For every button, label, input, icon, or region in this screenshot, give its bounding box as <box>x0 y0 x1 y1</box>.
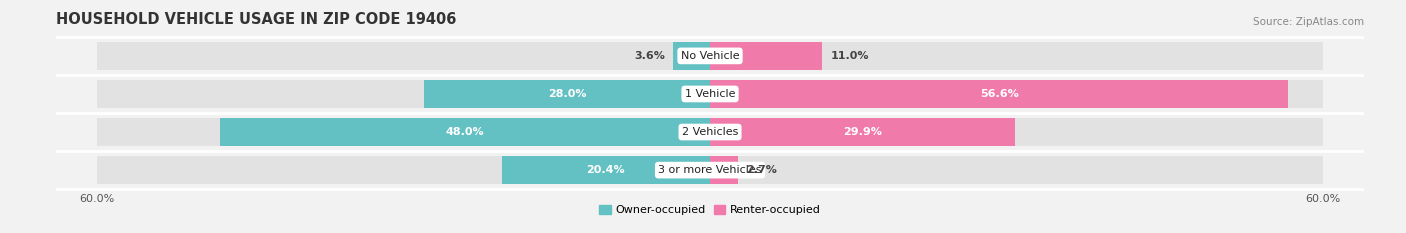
Text: No Vehicle: No Vehicle <box>681 51 740 61</box>
Legend: Owner-occupied, Renter-occupied: Owner-occupied, Renter-occupied <box>595 201 825 220</box>
Bar <box>502 156 710 184</box>
Bar <box>97 80 1323 108</box>
Bar <box>673 42 710 70</box>
Text: 2 Vehicles: 2 Vehicles <box>682 127 738 137</box>
Bar <box>97 156 1323 184</box>
Text: 1 Vehicle: 1 Vehicle <box>685 89 735 99</box>
Text: 2.7%: 2.7% <box>745 165 776 175</box>
Text: HOUSEHOLD VEHICLE USAGE IN ZIP CODE 19406: HOUSEHOLD VEHICLE USAGE IN ZIP CODE 1940… <box>56 12 457 27</box>
Bar <box>710 42 823 70</box>
Bar <box>219 118 710 146</box>
Text: 3 or more Vehicles: 3 or more Vehicles <box>658 165 762 175</box>
Bar <box>425 80 710 108</box>
Text: 48.0%: 48.0% <box>446 127 484 137</box>
Text: 29.9%: 29.9% <box>844 127 882 137</box>
Bar <box>710 156 738 184</box>
Text: 56.6%: 56.6% <box>980 89 1018 99</box>
Text: 20.4%: 20.4% <box>586 165 626 175</box>
Bar <box>97 118 1323 146</box>
Text: 3.6%: 3.6% <box>634 51 665 61</box>
Bar <box>710 118 1015 146</box>
Bar <box>97 42 1323 70</box>
Text: 28.0%: 28.0% <box>548 89 586 99</box>
Bar <box>710 80 1288 108</box>
Text: Source: ZipAtlas.com: Source: ZipAtlas.com <box>1253 17 1364 27</box>
Text: 11.0%: 11.0% <box>831 51 869 61</box>
